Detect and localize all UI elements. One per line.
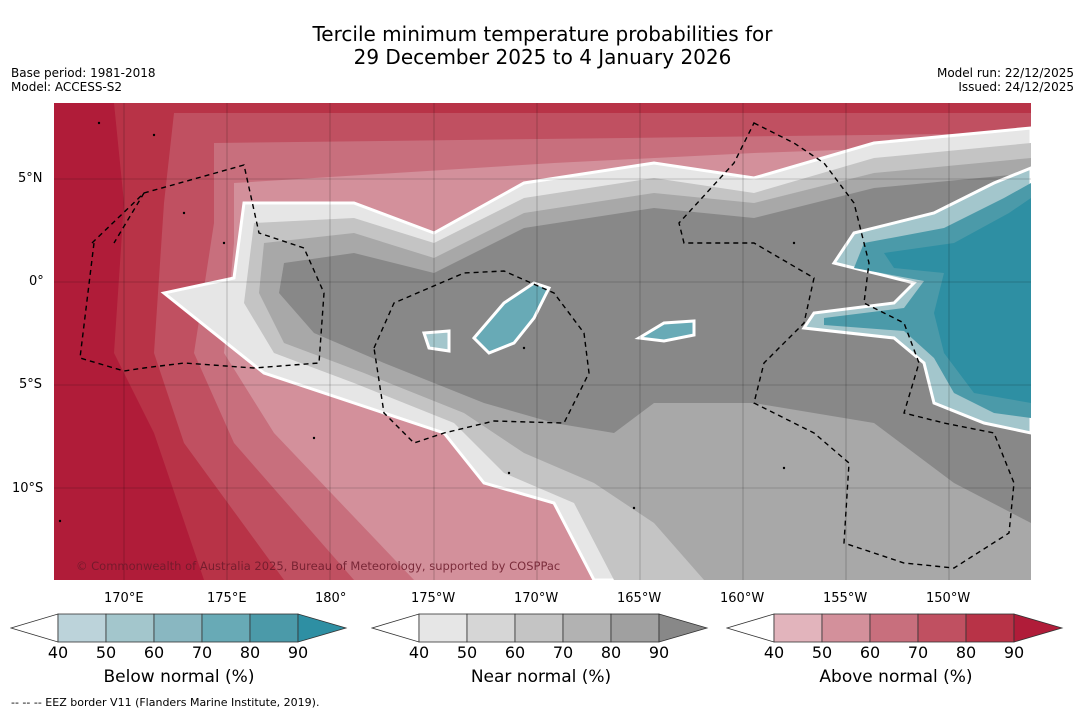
above-normal-colorbar (726, 613, 1064, 643)
below-normal-extend-high (297, 613, 348, 643)
above-normal-swatch-70 (917, 613, 967, 643)
above-normal-swatch-50 (821, 613, 871, 643)
below-normal-tick-80: 80 (239, 643, 261, 662)
above-normal-tick-40: 40 (763, 643, 785, 662)
above-normal-title: Above normal (%) (819, 667, 973, 687)
below-normal-colorbar (10, 613, 348, 643)
lat-label-5s: 5°S (19, 377, 43, 392)
graticule (54, 103, 1031, 580)
lat-label-5n: 5°N (18, 171, 43, 186)
above-normal-tick-80: 80 (955, 643, 977, 662)
above-normal-extend-low (726, 613, 775, 643)
near-normal-title: Near normal (%) (470, 667, 612, 687)
lon-label-160w: 160°W (720, 591, 765, 606)
near-normal-tick-90: 90 (648, 643, 670, 662)
lon-label-155w: 155°W (823, 591, 868, 606)
near-normal-swatch-50 (466, 613, 516, 643)
below-normal-swatch-40 (57, 613, 107, 643)
below-normal-patch-center (471, 281, 552, 355)
below-normal-swatch-80 (249, 613, 299, 643)
eez-borders (79, 122, 1015, 569)
lon-label-165w: 165°W (617, 591, 662, 606)
below-normal-patch-west (421, 329, 451, 353)
near-normal-extend-low (371, 613, 420, 643)
lon-label-170w: 170°W (514, 591, 559, 606)
copyright-notice: © Commonwealth of Australia 2025, Bureau… (76, 559, 561, 573)
near-normal-colorbar (371, 613, 709, 643)
near-normal-tick-70: 70 (552, 643, 574, 662)
below-normal-swatch-50 (105, 613, 155, 643)
above-normal-swatch-60 (869, 613, 919, 643)
near-normal-tick-50: 50 (456, 643, 478, 662)
above-normal-swatch-80 (965, 613, 1015, 643)
lat-label-0: 0° (29, 274, 44, 289)
above-normal-tick-60: 60 (859, 643, 881, 662)
chart-title-line1: Tercile minimum temperature probabilitie… (312, 22, 773, 46)
eez-footnote: -- -- -- EEZ border V11 (Flanders Marine… (11, 696, 320, 709)
below-normal-extend-low (10, 613, 59, 643)
below-normal-90-region (884, 198, 1031, 403)
lat-label-10s: 10°S (12, 481, 44, 496)
near-normal-tick-40: 40 (408, 643, 430, 662)
lon-label-170e: 170°E (104, 591, 144, 606)
below-normal-swatch-60 (153, 613, 203, 643)
below-normal-title: Below normal (%) (103, 667, 255, 687)
model-run: Model run: 22/12/2025 (936, 66, 1074, 80)
near-normal-tick-60: 60 (504, 643, 526, 662)
model-name: Model: ACCESS-S2 (11, 80, 123, 94)
above-normal-tick-70: 70 (907, 643, 929, 662)
lon-label-175e: 175°E (207, 591, 247, 606)
islands (58, 121, 796, 523)
below-normal-swatch-70 (201, 613, 251, 643)
probability-map (54, 103, 1031, 580)
near-normal-swatch-80 (610, 613, 660, 643)
below-normal-tick-90: 90 (287, 643, 309, 662)
below-normal-tick-60: 60 (143, 643, 165, 662)
near-normal-extend-high (658, 613, 709, 643)
above-normal-tick-90: 90 (1003, 643, 1025, 662)
below-normal-tick-40: 40 (47, 643, 69, 662)
near-normal-swatch-60 (514, 613, 564, 643)
near-normal-tick-80: 80 (600, 643, 622, 662)
below-normal-patch-east (634, 319, 696, 343)
above-normal-extend-high (1013, 613, 1064, 643)
lon-label-180: 180° (315, 591, 347, 606)
above-normal-swatch-40 (773, 613, 823, 643)
base-period: Base period: 1981-2018 (11, 66, 156, 80)
chart-title-line2: 29 December 2025 to 4 January 2026 (353, 45, 732, 69)
below-normal-tick-70: 70 (191, 643, 213, 662)
issued-date: Issued: 24/12/2025 (958, 80, 1074, 94)
near-normal-swatch-40 (418, 613, 468, 643)
near-normal-swatch-70 (562, 613, 612, 643)
lon-label-150w: 150°W (926, 591, 971, 606)
below-normal-tick-50: 50 (95, 643, 117, 662)
lon-label-175w: 175°W (411, 591, 456, 606)
above-normal-tick-50: 50 (811, 643, 833, 662)
